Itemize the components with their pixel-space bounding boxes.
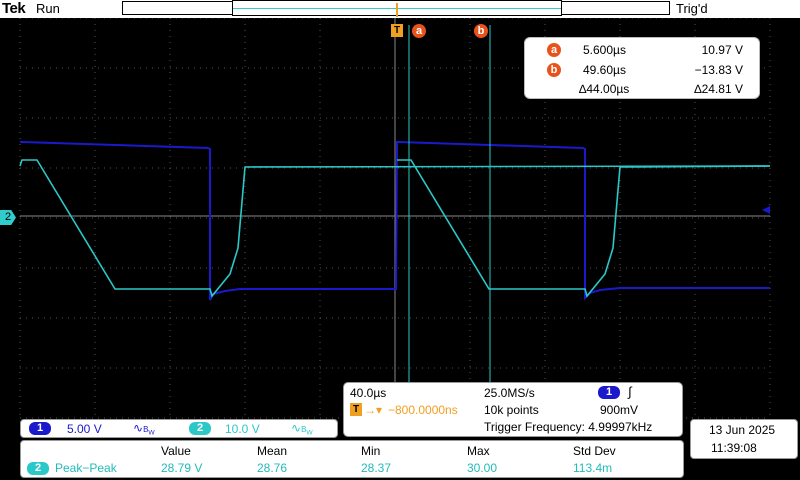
ch1-ref-arrow xyxy=(762,206,770,214)
measurement-panel[interactable]: Value Mean Min Max Std Dev 2 Peak−Peak 2… xyxy=(20,440,684,478)
meas-channel-badge: 2 xyxy=(27,462,49,475)
ch2-waveform xyxy=(19,159,771,298)
delay-arrow-icon: →▾ xyxy=(364,403,383,417)
ch2-scale[interactable]: 10.0 V xyxy=(225,422,260,436)
ch1-badge[interactable]: 1 xyxy=(29,422,51,435)
cursor-a-value: 10.97 V xyxy=(701,43,743,57)
trigger-level[interactable]: 900mV xyxy=(600,403,639,417)
time: 11:39:08 xyxy=(711,441,757,455)
meas-header-stddev: Std Dev xyxy=(573,444,616,458)
sample-rate: 25.0MS/s xyxy=(484,386,535,400)
channel-settings-bar: 1 5.00 V ∿BW 2 10.0 V ∿BW xyxy=(20,419,338,438)
cursor-delta-time: ∆44.00µs xyxy=(579,82,630,96)
cursor-b-icon: b xyxy=(547,63,561,77)
meas-header-value: Value xyxy=(161,444,191,458)
datetime-display: 13 Jun 2025 11:39:08 xyxy=(690,419,798,459)
brand-logo: Tek xyxy=(2,0,26,17)
delay-trigger-icon: T xyxy=(350,403,362,416)
meas-mean: 28.76 xyxy=(257,461,288,475)
ch1-waveform xyxy=(20,141,770,301)
ch2-waveform-2 xyxy=(397,159,771,298)
trigger-position-line xyxy=(396,3,398,17)
cursor-b-value: −13.83 V xyxy=(694,63,743,77)
meas-stddev: 113.4m xyxy=(573,461,613,475)
horizontal-delay[interactable]: −800.0000ns xyxy=(388,403,458,417)
meas-header-mean: Mean xyxy=(257,444,288,458)
cursor-a-icon: a xyxy=(547,43,561,57)
ch2-bandwidth-limit-icon: ∿BW xyxy=(291,421,313,437)
cursor-readout[interactable]: a 5.600µs 10.97 V b 49.60µs −13.83 V ∆44… xyxy=(524,37,760,99)
cursor-a-marker[interactable]: a xyxy=(412,24,426,38)
run-status: Run xyxy=(36,1,60,16)
meas-header-max: Max xyxy=(467,444,490,458)
meas-max: 30.00 xyxy=(467,461,498,475)
meas-header-min: Min xyxy=(361,444,381,458)
cursor-b-marker[interactable]: b xyxy=(474,24,488,38)
horizontal-trigger-panel[interactable]: 40.0µs 25.0MS/s 1 ∫ T →▾ −800.0000ns 10k… xyxy=(343,382,683,437)
cursor-delta-value: ∆24.81 V xyxy=(694,82,743,96)
trigger-status: Trig'd xyxy=(676,1,708,16)
ch1-scale[interactable]: 5.00 V xyxy=(67,422,102,436)
ch2-badge[interactable]: 2 xyxy=(189,422,211,435)
horizontal-scale[interactable]: 40.0µs xyxy=(350,386,387,400)
cursor-b-time: 49.60µs xyxy=(583,63,626,77)
date: 13 Jun 2025 xyxy=(709,423,776,437)
trigger-position-icon[interactable]: T xyxy=(391,24,403,37)
cursor-a-time: 5.600µs xyxy=(583,43,626,57)
meas-min: 28.37 xyxy=(361,461,392,475)
trigger-source-badge[interactable]: 1 xyxy=(598,386,620,399)
ch2-ground-marker[interactable]: 2 xyxy=(0,210,16,225)
record-length: 10k points xyxy=(484,403,539,417)
meas-name[interactable]: Peak−Peak xyxy=(55,461,117,475)
ch1-bandwidth-limit-icon: ∿BW xyxy=(133,421,155,437)
rising-edge-icon: ∫ xyxy=(628,384,632,399)
meas-value: 28.79 V xyxy=(161,461,203,475)
trigger-frequency: Trigger Frequency: 4.99997kHz xyxy=(484,420,653,434)
